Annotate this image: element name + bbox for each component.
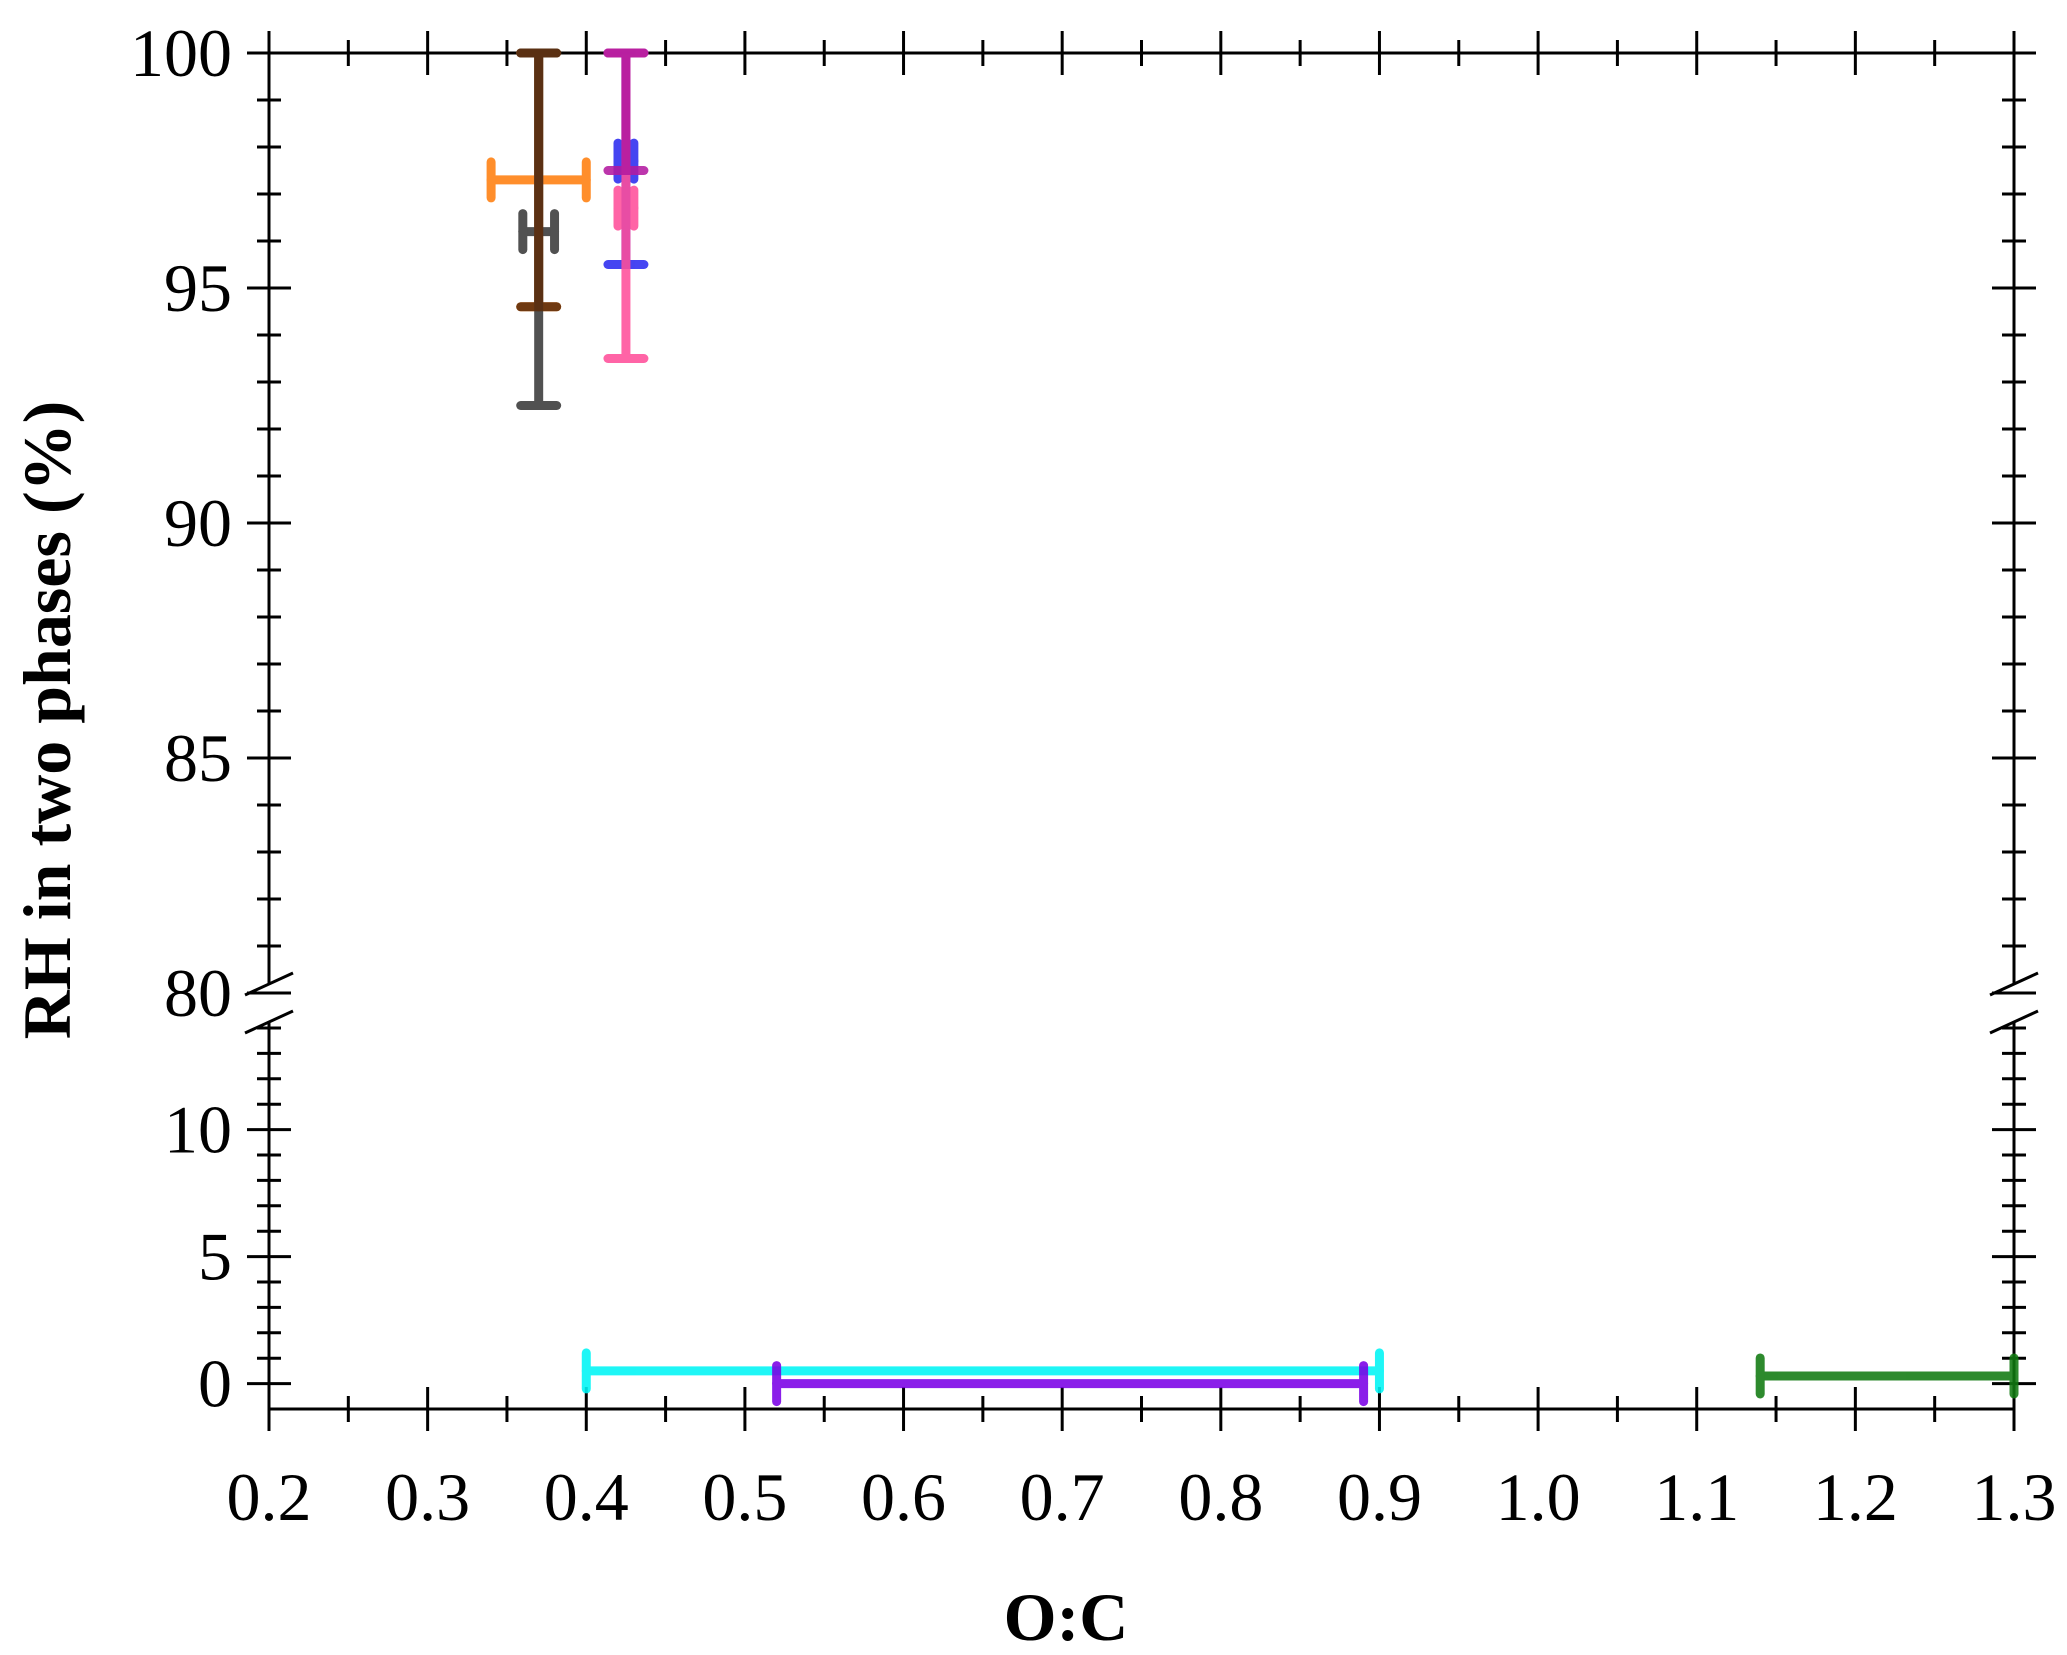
y-axis-label: RH in two phases (%) (9, 401, 85, 1040)
y-tick-label: 95 (164, 250, 232, 326)
tick-labels: 0.2 0.3 0.4 0.5 0.6 0.7 0.8 0.9 1.0 1.1 1.2 1.3 80 85… (130, 15, 2057, 1535)
x-tick-label: 1.2 (1813, 1459, 1898, 1535)
x-tick-label: 1.0 (1496, 1459, 1581, 1535)
x-tick-label: 0.5 (702, 1459, 787, 1535)
x-tick-label: 0.6 (861, 1459, 946, 1535)
right-break-mark (1989, 971, 2039, 997)
y-tick-label: 85 (164, 720, 232, 796)
x-tick-label: 0.9 (1337, 1459, 1422, 1535)
y-tick-label: 90 (164, 485, 232, 561)
axis-ticks (247, 31, 2036, 1431)
x-axis-label: O:C (1004, 1579, 1129, 1655)
x-tick-label: 0.7 (1020, 1459, 1105, 1535)
x-tick-label: 0.8 (1178, 1459, 1263, 1535)
left-break-mark (244, 971, 294, 997)
series-6 (581, 1348, 1384, 1394)
plot-frame (244, 51, 2039, 1411)
x-tick-label: 0.3 (385, 1459, 470, 1535)
x-tick-label: 1.1 (1654, 1459, 1739, 1535)
series-2 (516, 48, 562, 312)
series-5 (603, 48, 649, 175)
error-bar-marks (486, 48, 2019, 1407)
right-break-mark (1989, 1009, 2039, 1035)
x-tick-label: 0.4 (544, 1459, 629, 1535)
y-tick-label: 10 (164, 1092, 232, 1168)
y-tick-label: 0 (198, 1346, 232, 1422)
y-tick-label: 100 (130, 15, 232, 91)
series-7 (772, 1361, 1369, 1407)
y-tick-label: 80 (164, 955, 232, 1031)
y-tick-label: 5 (198, 1219, 232, 1295)
x-tick-label: 1.3 (1972, 1459, 2057, 1535)
x-tick-label: 0.2 (227, 1459, 312, 1535)
series-8 (1755, 1353, 2019, 1399)
left-break-mark (244, 1009, 294, 1035)
